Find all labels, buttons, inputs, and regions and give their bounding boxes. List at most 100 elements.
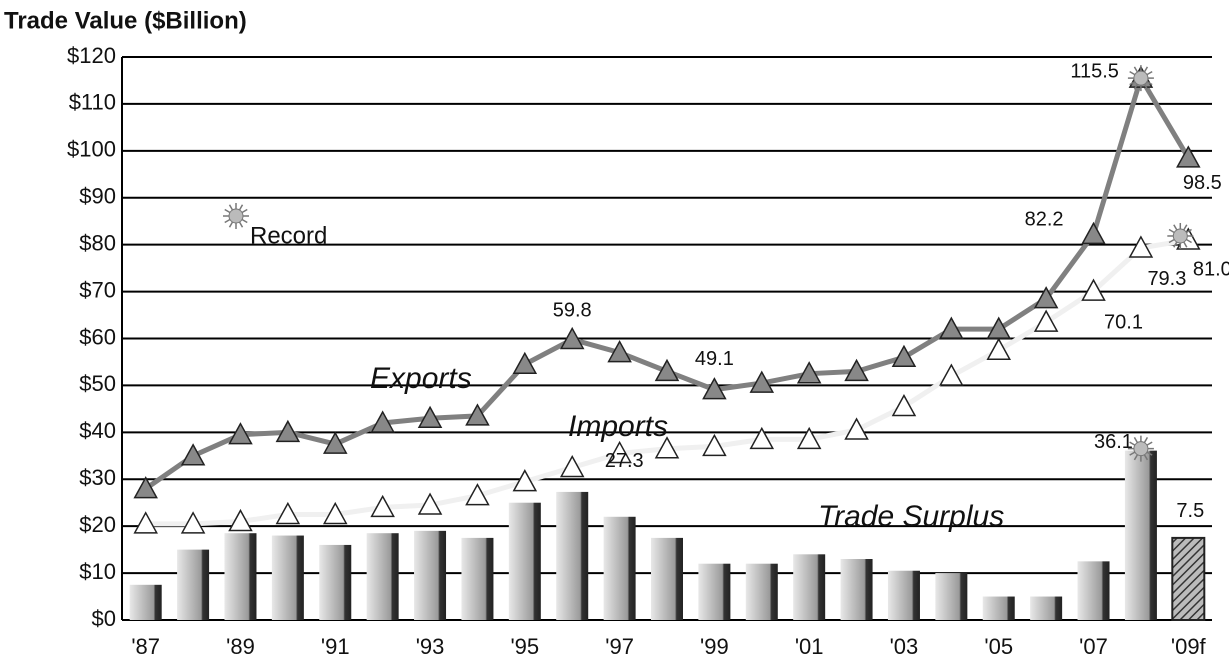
x-tick-label: '05 [984,634,1013,659]
x-tick-label: '87 [131,634,160,659]
value-label: 49.1 [695,348,734,370]
marker [417,405,443,429]
y-tick-label: $90 [79,184,116,209]
bar [177,549,210,620]
record-ray [224,218,231,224]
record-ray [1183,224,1188,231]
x-tick-label: '07 [1079,634,1108,659]
marker [370,410,395,433]
marker [1081,278,1106,301]
record-ray [228,204,234,211]
bar [982,596,1015,620]
record-ray [1133,66,1139,73]
bar [840,559,873,620]
x-tick-label: '91 [321,634,350,659]
record-icon [223,203,249,229]
marker [465,403,490,426]
marker [559,326,585,350]
marker [465,483,490,506]
value-label: 79.3 [1147,268,1186,290]
marker [370,494,395,518]
bar [556,491,589,620]
marker [1033,309,1059,332]
record-ray [1129,451,1136,456]
marker [844,417,869,440]
marker [322,431,348,454]
record-ray [1143,436,1149,443]
record-ray [1168,238,1175,244]
value-label: 70.1 [1104,311,1143,333]
record-ray [1143,454,1149,461]
y-tick-label: $0 [92,606,116,631]
record-ray [1168,228,1175,234]
series-label: Imports [568,410,668,443]
marker [607,340,632,363]
record-ray [238,204,244,211]
marker [275,419,301,443]
marker [796,426,822,450]
record-core [1133,441,1149,457]
marker [180,511,206,534]
record-ray [1129,441,1136,446]
x-tick-label: '97 [605,634,634,659]
bar [1077,561,1110,620]
marker [1128,235,1154,258]
value-label: 98.5 [1183,172,1222,194]
marker [749,426,775,450]
record-ray [1173,241,1178,248]
record-icon [1127,435,1154,462]
marker [275,501,301,525]
marker [512,469,538,492]
marker [702,377,727,400]
marker [607,440,632,464]
marker [133,476,158,499]
record-ray [1146,80,1153,86]
marker [180,443,206,466]
marker [1081,221,1106,245]
marker [654,358,680,382]
record-ray [1129,70,1136,76]
bar [603,516,636,620]
marker [654,436,680,459]
record-ray [241,208,248,214]
y-tick-label: $50 [79,371,116,396]
y-tick-label: $60 [79,324,116,349]
bar [1124,450,1157,620]
marker [417,492,443,515]
record-ray [228,221,234,228]
y-tick-label: $70 [79,277,116,302]
marker [702,433,727,457]
record-ray [224,208,231,214]
record-ray [1183,241,1188,248]
value-label: 82.2 [1025,209,1064,231]
record-ray [1143,83,1149,90]
marker [891,393,917,417]
bar [224,533,257,620]
bar [319,544,352,620]
marker [559,454,585,478]
x-tick-label: '03 [890,634,919,659]
y-tick-label: $20 [79,512,116,537]
y-tick-label: $10 [79,559,116,584]
record-ray [1133,454,1139,461]
x-tick-label: '89 [226,634,255,659]
marker [844,358,869,382]
y-tick-label: $40 [79,418,116,443]
marker [322,501,348,525]
record-ray [1146,441,1153,446]
record-ray [1133,436,1139,443]
bar [935,573,968,620]
y-tick-label: $110 [69,90,116,115]
bar [508,502,541,620]
value-label: 81.0 [1193,258,1229,280]
record-ray [1146,70,1153,76]
record-ray [1185,228,1192,234]
record-ray [1133,83,1139,90]
record-ray [1129,80,1136,86]
y-tick-label: $120 [67,43,116,68]
marker [891,344,917,368]
marker [796,361,822,384]
record-core [1133,70,1149,86]
